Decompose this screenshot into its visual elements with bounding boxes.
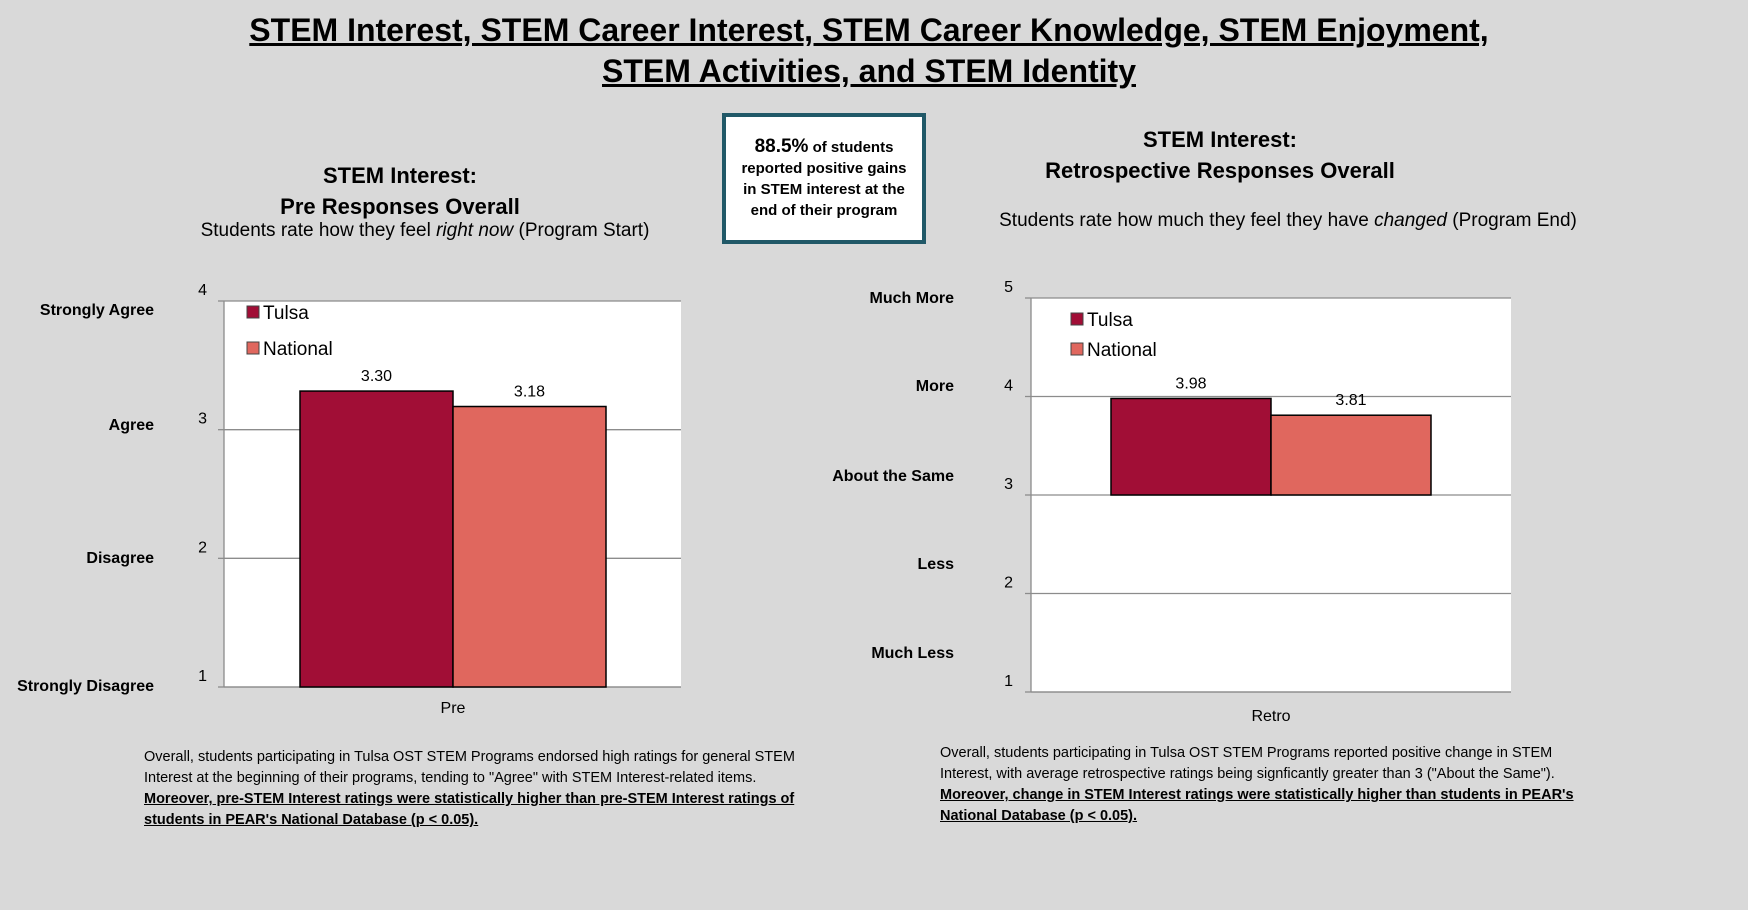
left-scale-label-strongly-disagree: Strongly Disagree [17, 678, 154, 695]
left-chart-subtitle: Students rate how they feel right now (P… [200, 218, 650, 244]
left-scale-label-disagree: Disagree [86, 550, 154, 567]
page-title: STEM Interest, STEM Career Interest, STE… [0, 10, 1738, 92]
left-subtitle-em: right now [436, 220, 514, 241]
left-category-label: Pre [441, 700, 466, 717]
right-subtitle-a: Students rate how much they feel they ha… [999, 210, 1375, 231]
left-bar-national [452, 405, 607, 688]
page-title-line1: STEM Interest, STEM Career Interest, STE… [249, 12, 1489, 48]
right-bar-national [1270, 414, 1432, 496]
right-legend-swatch-national [1070, 342, 1084, 356]
right-chart-note: Overall, students participating in Tulsa… [940, 743, 1608, 827]
callout-text: 88.5% of students reported positive gain… [734, 136, 914, 221]
left-tick-label-3: 3 [198, 411, 207, 428]
left-legend-label-tulsa: Tulsa [263, 303, 309, 324]
left-subtitle-a: Students rate how they feel [200, 220, 437, 241]
right-scale-label-much-more: Much More [869, 290, 954, 307]
left-legend-swatch-national [246, 341, 260, 355]
left-chart-title-line2: Pre Responses Overall [280, 194, 520, 219]
callout-box: 88.5% of students reported positive gain… [722, 113, 926, 244]
right-scale-label-much-less: Much Less [871, 645, 954, 662]
right-scale-label-more: More [915, 378, 954, 395]
right-legend-label-national: National [1087, 340, 1157, 361]
left-chart-title-line1: STEM Interest: [322, 163, 478, 188]
right-chart-title-line1: STEM Interest: [1142, 127, 1298, 152]
right-data-label-national: 3.81 [1335, 392, 1366, 409]
left-data-label-national: 3.18 [514, 384, 545, 401]
right-note-emphasis: Moreover, change in STEM Interest rating… [940, 787, 1574, 824]
right-scale-label-about-same: About the Same [832, 468, 954, 485]
left-data-label-tulsa: 3.30 [361, 368, 392, 385]
right-subtitle-b: (Program End) [1446, 210, 1577, 231]
right-data-label-tulsa: 3.98 [1175, 375, 1206, 392]
right-legend-label-tulsa: Tulsa [1087, 310, 1133, 331]
right-subtitle-em: changed [1374, 210, 1447, 231]
right-tick-label-1: 1 [1004, 673, 1013, 690]
right-bar-tulsa [1110, 397, 1272, 496]
right-category-label: Retro [1251, 708, 1290, 725]
left-note-text: Overall, students participating in Tulsa… [144, 749, 795, 786]
right-tick-label-3: 3 [1004, 476, 1013, 493]
left-legend-swatch-tulsa [246, 305, 260, 319]
right-tick-label-5: 5 [1004, 279, 1013, 296]
left-scale-label-agree: Agree [108, 417, 154, 434]
page-title-line2: STEM Activities, and STEM Identity [602, 53, 1136, 89]
left-chart-note: Overall, students participating in Tulsa… [144, 747, 804, 831]
right-note-text: Overall, students participating in Tulsa… [940, 745, 1555, 782]
left-tick-label-2: 2 [198, 539, 207, 556]
right-chart-title: STEM Interest: Retrospective Responses O… [1020, 124, 1420, 186]
right-chart-subtitle: Students rate how much they feel they ha… [998, 208, 1578, 234]
right-legend-swatch-tulsa [1070, 312, 1084, 326]
callout-body: of students reported positive gains in S… [741, 139, 907, 219]
right-tick-label-4: 4 [1004, 378, 1013, 395]
left-subtitle-b: (Program Start) [513, 220, 650, 241]
left-chart-title: STEM Interest: Pre Responses Overall [200, 160, 600, 222]
right-chart-title-line2: Retrospective Responses Overall [1045, 158, 1395, 183]
right-scale-label-less: Less [917, 556, 954, 573]
left-legend-label-national: National [263, 339, 333, 360]
left-tick-label-4: 4 [198, 282, 207, 299]
left-tick-label-1: 1 [198, 668, 207, 685]
left-note-emphasis: Moreover, pre-STEM Interest ratings were… [144, 791, 795, 828]
left-bar-tulsa [299, 390, 454, 688]
callout-percent: 88.5% [754, 136, 809, 157]
left-scale-label-strongly-agree: Strongly Agree [39, 302, 154, 319]
right-tick-label-2: 2 [1004, 575, 1013, 592]
